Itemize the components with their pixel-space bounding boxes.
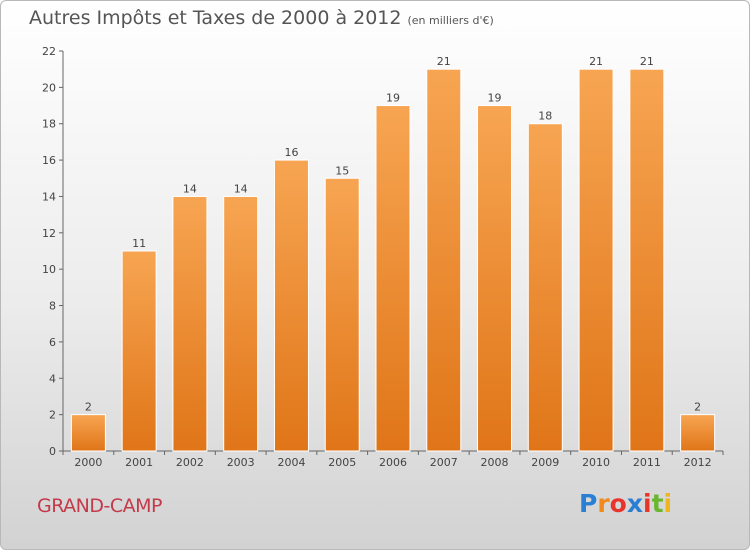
bar [477, 105, 513, 452]
chart-title: Autres Impôts et Taxes de 2000 à 2012 (en… [29, 7, 494, 29]
commune-name: GRAND-CAMP [37, 495, 162, 517]
y-tick-label: 20 [42, 81, 56, 94]
x-tick-label: 2009 [531, 456, 559, 469]
bar-value-label: 16 [284, 146, 298, 159]
logo-letter: P [579, 489, 598, 518]
x-tick-label: 2005 [328, 456, 356, 469]
x-tick-label: 2012 [684, 456, 712, 469]
proxiti-logo: Proxiti [579, 489, 672, 518]
bar-value-label: 2 [694, 401, 701, 414]
bar [273, 159, 309, 452]
y-tick-label: 14 [42, 190, 56, 203]
bar-value-label: 14 [183, 182, 197, 195]
bar [223, 195, 259, 452]
bar [680, 414, 716, 452]
bar-value-label: 21 [589, 55, 603, 68]
bar-value-label: 21 [640, 55, 654, 68]
bar [527, 123, 563, 452]
logo-letter: o [609, 489, 627, 518]
y-tick-label: 2 [49, 409, 56, 422]
chart-unit: (en milliers d'€) [407, 14, 494, 27]
x-tick-label: 2006 [379, 456, 407, 469]
x-tick-label: 2011 [633, 456, 661, 469]
bar-value-label: 11 [132, 237, 146, 250]
x-tick-label: 2010 [582, 456, 610, 469]
bar [375, 105, 411, 452]
bar [578, 68, 614, 452]
bar-value-label: 2 [85, 401, 92, 414]
x-tick-label: 2001 [125, 456, 153, 469]
logo-letter: x [626, 489, 643, 518]
logo-letter: i [663, 489, 673, 518]
bar-value-label: 21 [437, 55, 451, 68]
x-tick-label: 2008 [481, 456, 509, 469]
x-tick-label: 2007 [430, 456, 458, 469]
x-tick-label: 2004 [277, 456, 305, 469]
logo-letter: t [651, 489, 664, 518]
y-tick-label: 10 [42, 263, 56, 276]
bar-value-label: 14 [234, 182, 248, 195]
y-tick-label: 18 [42, 118, 56, 131]
x-tick-label: 2002 [176, 456, 204, 469]
x-tick-label: 2000 [74, 456, 102, 469]
y-tick-label: 4 [49, 372, 56, 385]
chart-title-text: Autres Impôts et Taxes de 2000 à 2012 [29, 7, 402, 29]
y-tick-label: 8 [49, 300, 56, 313]
logo-letter: r [597, 489, 610, 518]
bar-value-label: 15 [335, 164, 349, 177]
logo-letter: i [643, 489, 652, 518]
y-tick-label: 12 [42, 227, 56, 240]
bar [121, 250, 157, 452]
bar [324, 177, 360, 452]
y-tick-label: 6 [49, 336, 56, 349]
bar [172, 195, 208, 452]
bar-value-label: 18 [538, 110, 552, 123]
bar-value-label: 19 [488, 92, 502, 105]
y-tick-label: 16 [42, 154, 56, 167]
y-tick-label: 22 [42, 45, 56, 58]
y-tick-label: 0 [49, 445, 56, 458]
bar-value-label: 19 [386, 92, 400, 105]
bar [70, 414, 106, 452]
x-tick-label: 2003 [227, 456, 255, 469]
bar [426, 68, 462, 452]
bar [629, 68, 665, 452]
